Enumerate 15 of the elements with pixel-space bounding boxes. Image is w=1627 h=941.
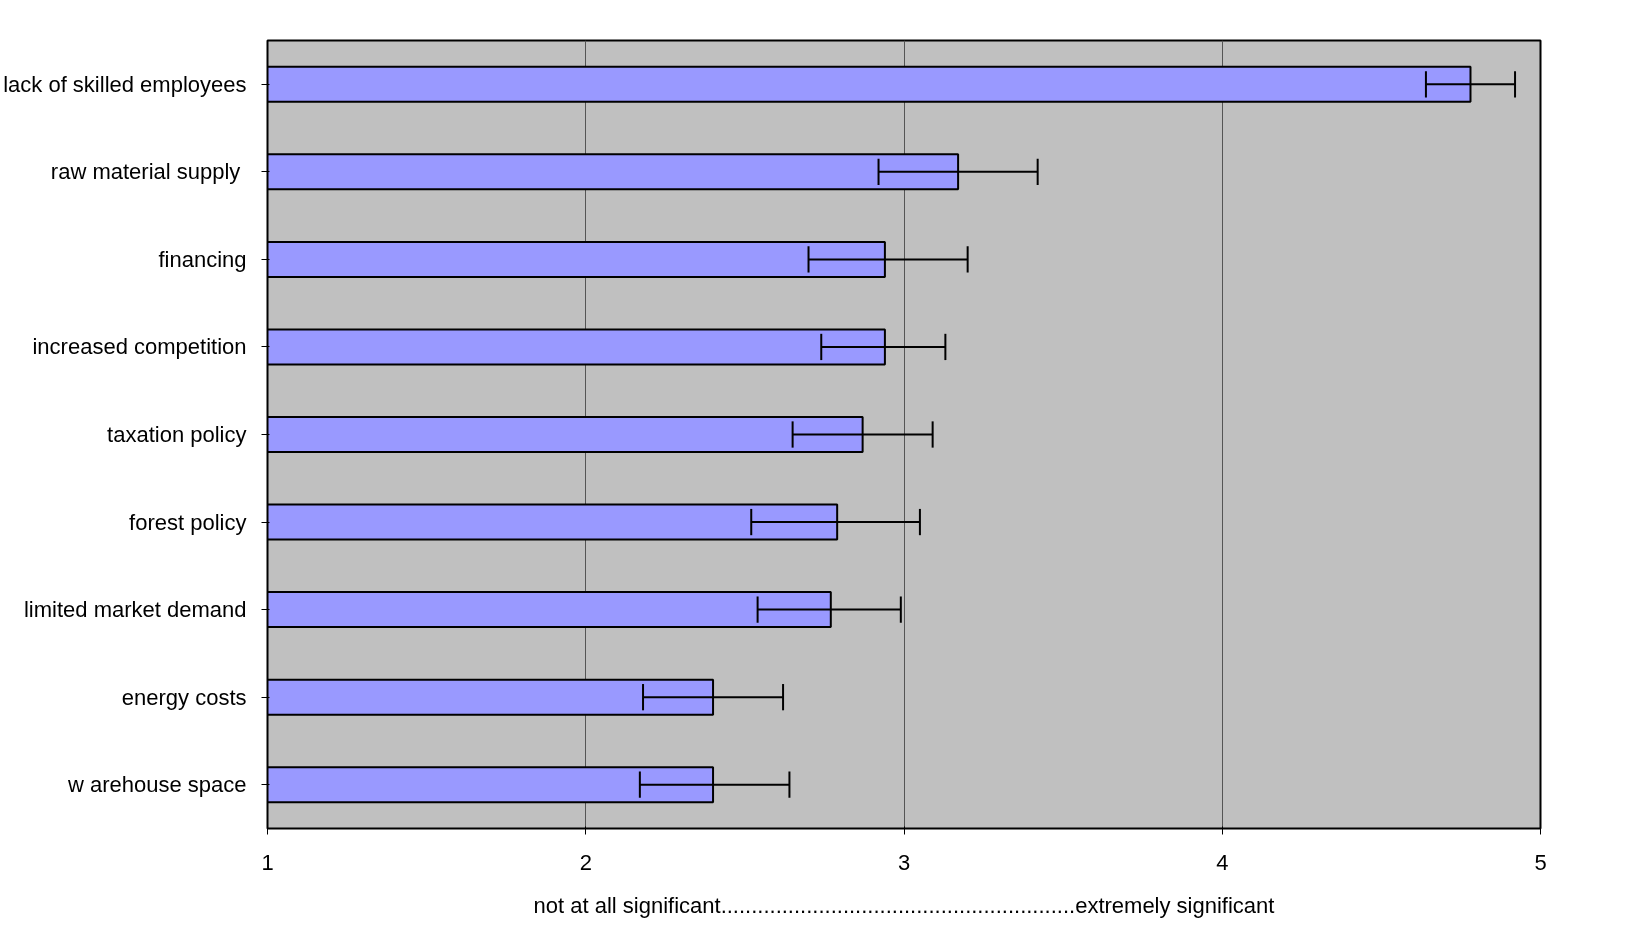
y-tick-label: taxation policy (107, 422, 247, 447)
x-tick-label: 3 (897, 849, 911, 875)
x-tick-label: 5 (1534, 849, 1547, 875)
y-tick-label: financing (158, 246, 247, 272)
y-tick-label: limited market demand (23, 597, 247, 623)
y-tick-label: forest policy (129, 509, 247, 535)
y-tick-label: w arehouse space (66, 772, 247, 798)
x-tick-label: 4 (1216, 849, 1229, 875)
x-tick-label: 1 (261, 849, 274, 875)
x-tick-label: 2 (579, 849, 592, 875)
x-axis-title: not at all significant..........................................................extremely significant (533, 892, 1275, 918)
y-tick-label: increased competition (32, 334, 247, 360)
y-tick-label: energy costs (121, 684, 247, 710)
y-tick-label: lack of skilled employees (3, 71, 247, 97)
y-tick-label: raw material supply (50, 159, 241, 185)
